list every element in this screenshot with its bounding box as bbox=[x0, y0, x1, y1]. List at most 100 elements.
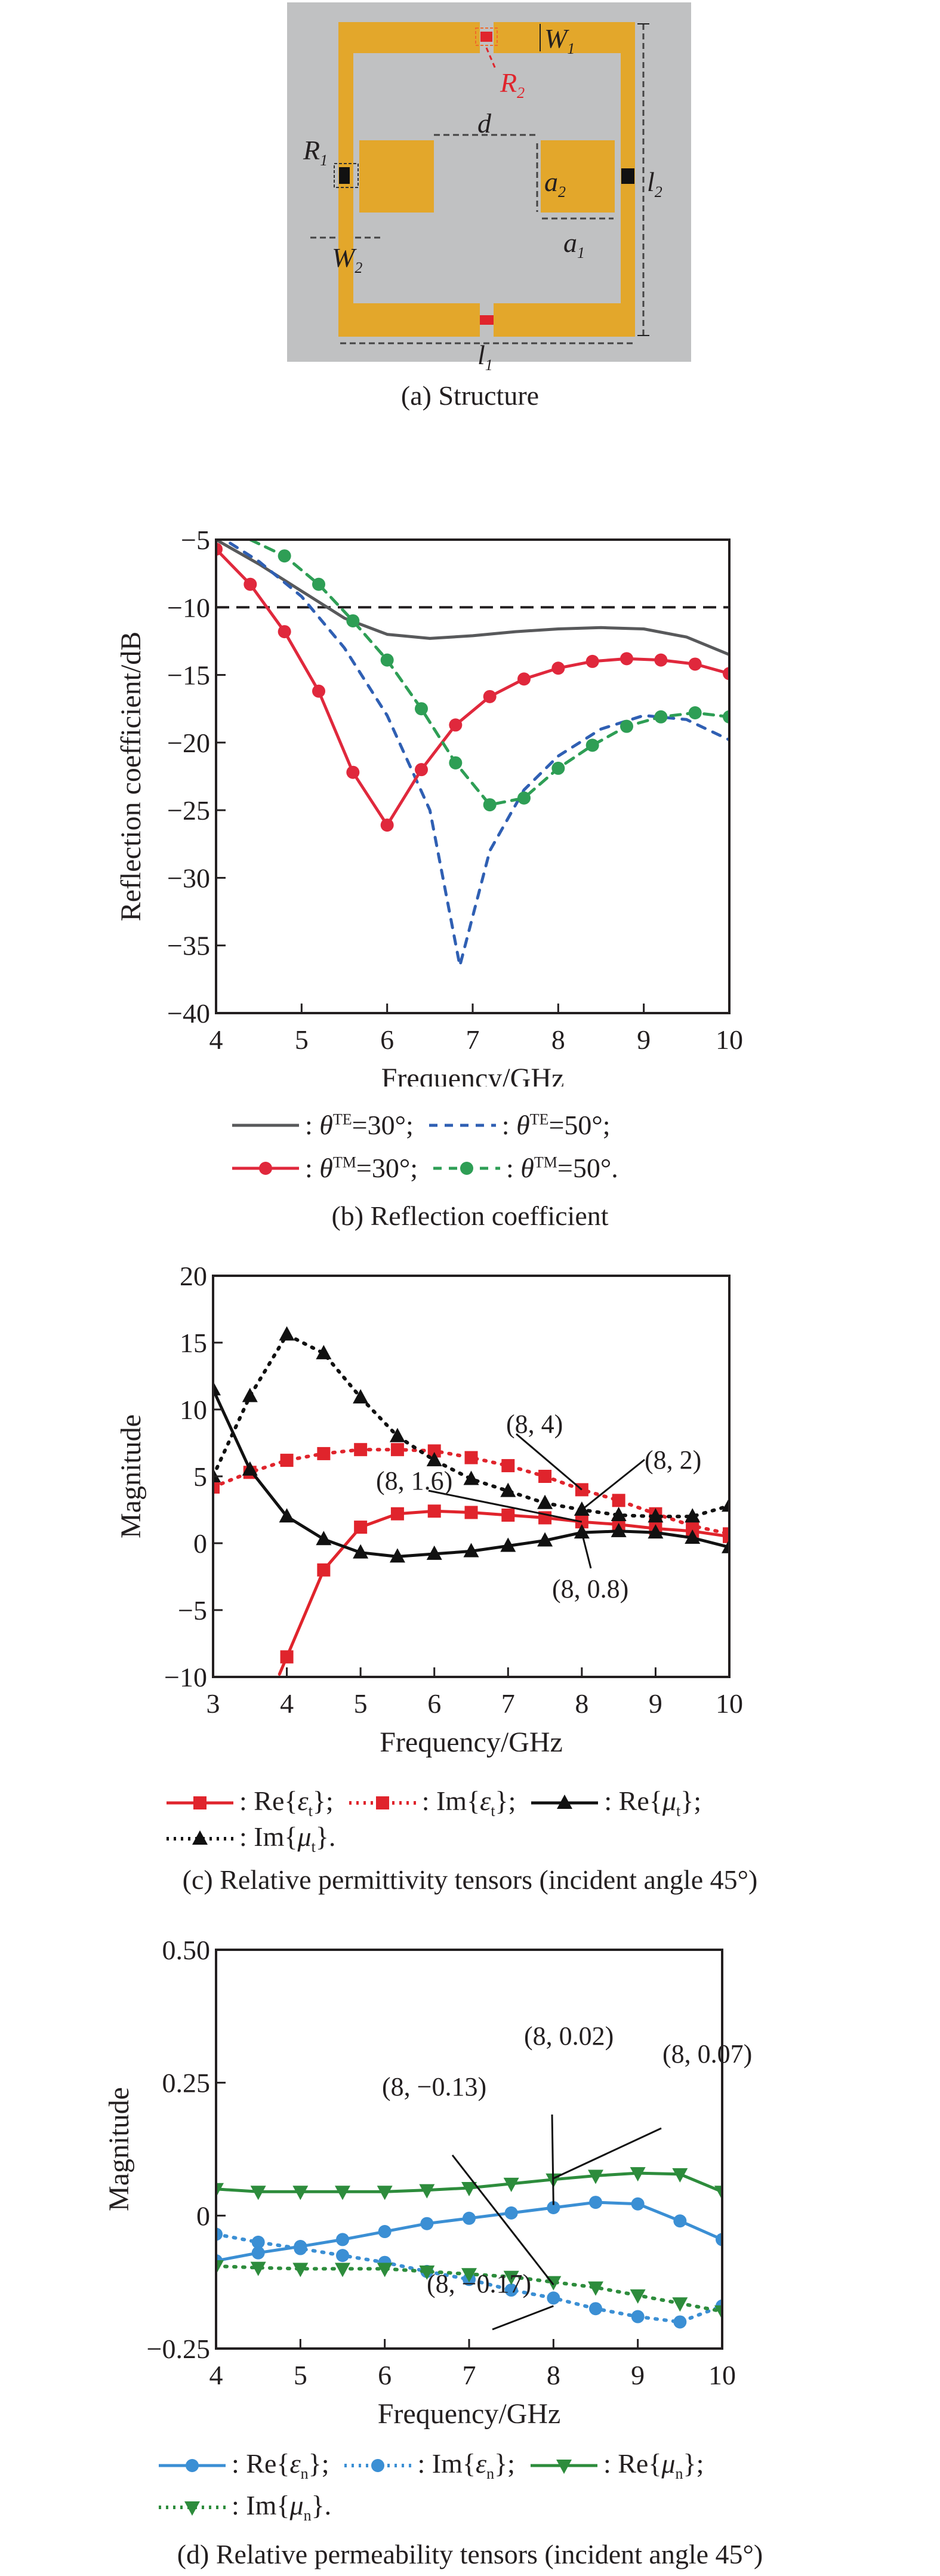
legend-marker-ImEn bbox=[371, 2458, 385, 2472]
marker-ReMn bbox=[630, 2167, 646, 2182]
marker-TM30 bbox=[551, 661, 565, 675]
label-r1: R1 bbox=[303, 135, 328, 170]
marker-ImEt bbox=[501, 1459, 515, 1473]
resistor-r2-highlight bbox=[475, 27, 498, 46]
marker-ReEn bbox=[378, 2225, 392, 2239]
y-tick-label: 0.25 bbox=[162, 2068, 211, 2098]
annotation-leader bbox=[581, 1458, 645, 1511]
legend-label: : Im{εt}; bbox=[421, 1786, 516, 1820]
annotation-leader bbox=[428, 1489, 583, 1523]
series-TM50 bbox=[248, 538, 731, 812]
marker-TM50 bbox=[278, 549, 291, 563]
marker-ImEt bbox=[686, 1519, 699, 1532]
marker-TM50 bbox=[585, 738, 599, 752]
line-TE30 bbox=[216, 538, 731, 657]
marker-ReEn bbox=[420, 2217, 434, 2230]
y-tick-label: −5 bbox=[178, 1595, 207, 1626]
x-tick-label: 4 bbox=[209, 1024, 223, 1055]
line-TM50 bbox=[248, 538, 731, 807]
x-tick-label: 7 bbox=[466, 1024, 480, 1055]
y-tick-label: 10 bbox=[180, 1395, 207, 1425]
legend-label: : θTM=30°; bbox=[305, 1153, 418, 1183]
x-tick-label: 5 bbox=[354, 1688, 368, 1719]
marker-ReEt bbox=[354, 1521, 368, 1534]
marker-ReMt bbox=[316, 1531, 332, 1546]
marker-ImEt bbox=[612, 1494, 625, 1507]
x-tick-label: 8 bbox=[547, 2360, 560, 2390]
legend-swatch-TE50 bbox=[429, 1124, 496, 1127]
marker-ImMn bbox=[335, 2263, 350, 2278]
legend-swatch-ImEn bbox=[344, 2458, 412, 2472]
x-tick-label: 9 bbox=[631, 2360, 645, 2390]
caption-d: (d) Relative permeability tensors (incid… bbox=[177, 2539, 763, 2569]
marker-ReEt bbox=[317, 1563, 331, 1577]
marker-TM30 bbox=[346, 765, 360, 779]
marker-ImMt bbox=[463, 1470, 479, 1485]
series-TM30 bbox=[216, 542, 731, 832]
legend-marker-ReEt bbox=[193, 1796, 207, 1809]
y-tick-label: −0.25 bbox=[147, 2334, 210, 2364]
label-w2: W2 bbox=[332, 242, 363, 277]
legend-item-ReEn: : Re{εn}; bbox=[156, 2448, 329, 2483]
annotation-label: (8, −0.17) bbox=[427, 2269, 531, 2298]
annotation-label: (8, 1.6) bbox=[376, 1466, 452, 1495]
marker-ReMt bbox=[353, 1544, 369, 1559]
legend-b-row-2: : θTM=30°;: θTM=50°. bbox=[230, 1152, 631, 1184]
marker-TM50 bbox=[654, 710, 668, 724]
marker-ImEt bbox=[213, 1480, 220, 1494]
chart-b-svg: 4 5 6 7 8 9 10 −40 −35 −30 −25 −20 −15 −10 −5 Frequency… bbox=[115, 525, 743, 1087]
annotation-label: (8, −0.13) bbox=[382, 2072, 486, 2101]
x-tick-label: 4 bbox=[280, 1688, 294, 1719]
marker-ReEt bbox=[501, 1508, 515, 1522]
y-tick-label: 0.50 bbox=[162, 1935, 211, 1965]
marker-TM50 bbox=[551, 761, 565, 775]
series-ReMn bbox=[216, 2167, 723, 2200]
marker-ReEn bbox=[673, 2214, 687, 2228]
marker-ImEt bbox=[390, 1443, 404, 1457]
legend-b-row-1: : θTE=30°;: θTE=50°; bbox=[230, 1109, 624, 1141]
marker-ImEt bbox=[427, 1444, 441, 1458]
series-ImMn bbox=[216, 2260, 723, 2320]
annotation-label: (8, 4) bbox=[506, 1409, 563, 1439]
marker-ImMt bbox=[685, 1508, 701, 1523]
outer-ring-metal bbox=[338, 22, 635, 337]
legend-swatch-ImMn bbox=[159, 2501, 226, 2516]
marker-TM30 bbox=[312, 684, 325, 698]
marker-TM50 bbox=[380, 653, 394, 667]
label-d: d bbox=[477, 108, 491, 139]
x-tick-label: 7 bbox=[463, 2360, 476, 2390]
legend-item-ImEn: : Im{εn}; bbox=[342, 2448, 515, 2483]
patch-left bbox=[359, 140, 434, 213]
series-ImMt bbox=[213, 1326, 731, 1523]
y-axis-label: Magnitude bbox=[115, 1414, 147, 1538]
x-axis-label: Frequency/GHz bbox=[381, 1063, 565, 1087]
line-ReEt bbox=[278, 1509, 731, 1676]
marker-ReEt bbox=[390, 1507, 404, 1521]
legend-swatch-TM30 bbox=[232, 1161, 299, 1175]
x-axis-label: Frequency/GHz bbox=[380, 1726, 563, 1758]
marker-TM30 bbox=[517, 672, 531, 686]
marker-ReMt bbox=[648, 1524, 664, 1539]
marker-ReEn bbox=[631, 2197, 645, 2211]
x-tick-label: 9 bbox=[649, 1688, 662, 1719]
label-l2: l2 bbox=[647, 167, 662, 201]
annotation-leader bbox=[553, 2127, 662, 2180]
chart-c-svg: 3 4 5 6 7 8 9 10 −10 −5 0 5 10 15 20 Frequency/GHz Magni… bbox=[115, 1261, 743, 1758]
legend-marker-ReMt bbox=[557, 1794, 573, 1809]
legend-label: : Im{εn}; bbox=[417, 2448, 515, 2483]
marker-ReMt bbox=[389, 1548, 405, 1563]
annotation-leader bbox=[581, 1532, 592, 1569]
marker-ImMn bbox=[503, 2270, 519, 2285]
legend-label: : θTE=50°; bbox=[501, 1110, 611, 1140]
y-tick-label: −20 bbox=[167, 728, 210, 758]
marker-ImMn bbox=[672, 2297, 688, 2312]
marker-ImMt bbox=[574, 1501, 590, 1516]
marker-ImMt bbox=[611, 1506, 627, 1521]
marker-ReMn bbox=[588, 2169, 603, 2184]
marker-ImEt bbox=[464, 1451, 478, 1464]
dimension-arrows bbox=[540, 23, 649, 336]
chart-c: 3 4 5 6 7 8 9 10 −10 −5 0 5 10 15 20 Frequency/GHz Magni… bbox=[0, 1254, 940, 1910]
label-w1: W1 bbox=[544, 23, 575, 58]
marker-TM30 bbox=[688, 657, 702, 671]
y-tick-label: 0 bbox=[193, 1528, 207, 1559]
